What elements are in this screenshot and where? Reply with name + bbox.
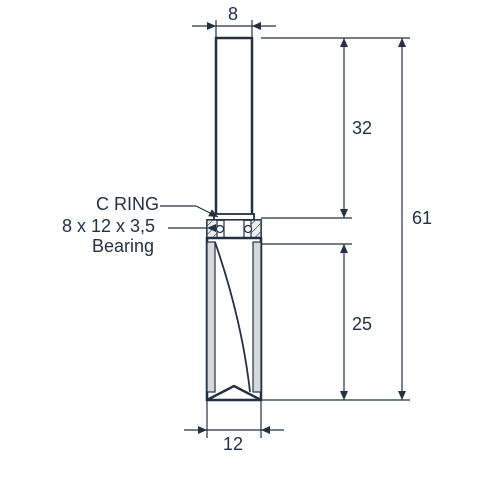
cutter: [207, 238, 261, 400]
label-bearing-line1: 8 x 12 x 3,5: [62, 216, 155, 236]
dim-cutter-dia-value: 12: [223, 434, 243, 454]
shank: [216, 38, 252, 218]
dim-overall-value: 61: [412, 208, 432, 228]
label-bearing-line2: Bearing: [92, 236, 154, 256]
dim-cutter-len-value: 25: [352, 314, 372, 334]
dim-cutter-dia: 12: [184, 400, 284, 454]
dim-overall: 61: [261, 38, 432, 400]
dim-shank-dia: 8: [192, 4, 276, 38]
dim-shank-len-value: 32: [352, 118, 372, 138]
dim-cutter-len: 25: [261, 244, 372, 400]
router-bit-drawing: 8 61 32 25 12 C RING: [0, 0, 500, 500]
dim-shank-dia-value: 8: [228, 4, 238, 24]
dim-shank-len: 32: [261, 38, 372, 218]
label-c-ring-text: C RING: [96, 194, 159, 214]
label-bearing: 8 x 12 x 3,5 Bearing: [62, 216, 216, 256]
bit-body: [207, 38, 261, 400]
